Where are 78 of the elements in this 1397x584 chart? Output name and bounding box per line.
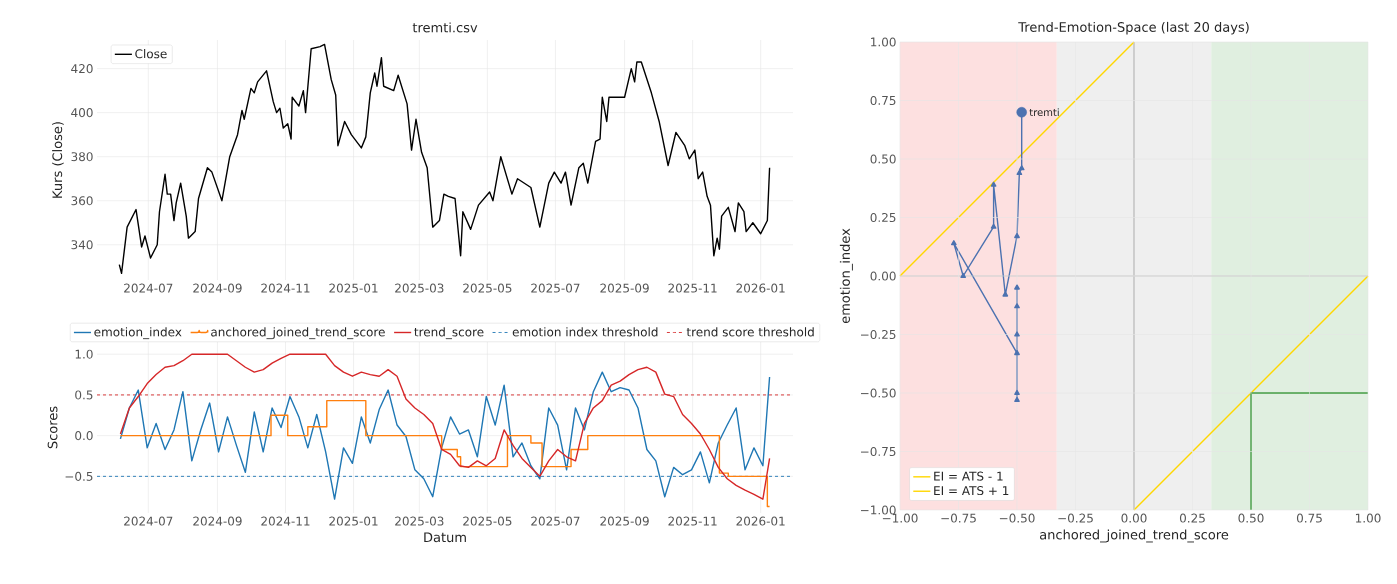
point xyxy=(1002,291,1009,297)
x-tick-label: 0.25 xyxy=(1179,513,1205,523)
point xyxy=(950,240,957,246)
point xyxy=(1014,396,1020,402)
x-tick-label: −1.00 xyxy=(882,513,918,523)
x-tick-label: 2025-09 xyxy=(600,516,649,526)
x-tick-label: 0.00 xyxy=(1121,513,1147,523)
x-tick-label: 2024-09 xyxy=(193,516,242,526)
x-tick-label: 2025-11 xyxy=(668,283,717,293)
point xyxy=(1014,284,1020,290)
x-tick-label: 2025-07 xyxy=(531,283,580,293)
x-tick-label: 2025-05 xyxy=(463,283,512,293)
y-tick-label: 0.0 xyxy=(75,431,93,441)
x-axis-title: Datum xyxy=(424,532,466,543)
x-tick-label: 2024-09 xyxy=(193,283,242,293)
y-tick-label: −1.00 xyxy=(860,505,896,515)
x-axis-title: anchored_joined_trend_score xyxy=(1040,529,1229,543)
legend-label: emotion index threshold xyxy=(512,327,658,337)
y-tick-label: 400 xyxy=(71,108,93,118)
point xyxy=(1014,350,1020,356)
y-tick-label: 0.50 xyxy=(870,154,896,164)
x-tick-label: 2025-07 xyxy=(531,516,580,526)
point xyxy=(1014,303,1020,309)
legend-label: trend score threshold xyxy=(686,327,814,337)
y-tick-label: 340 xyxy=(71,240,93,250)
x-tick-label: 2025-05 xyxy=(463,516,512,526)
x-tick-label: 2025-09 xyxy=(600,283,649,293)
legend-label: emotion_index xyxy=(94,327,182,340)
legend-label: trend_score xyxy=(414,327,484,340)
point xyxy=(1016,169,1023,175)
x-tick-label: 2025-01 xyxy=(329,283,378,293)
x-tick-label: −0.75 xyxy=(941,513,976,523)
point xyxy=(1014,331,1020,337)
y-tick-label: −0.50 xyxy=(860,388,896,398)
y-tick-label: 0.5 xyxy=(75,390,93,400)
x-tick-label: 2025-11 xyxy=(668,516,717,526)
x-tick-label: 2026-01 xyxy=(736,283,785,293)
point xyxy=(990,223,997,229)
y-tick-label: −0.5 xyxy=(65,471,93,481)
y-tick-label: 360 xyxy=(71,196,93,206)
x-tick-label: 0.50 xyxy=(1238,513,1264,523)
point xyxy=(1018,165,1025,171)
y-tick-label: −0.75 xyxy=(860,446,896,457)
point xyxy=(1014,233,1020,239)
y-tick-label: 1.0 xyxy=(75,349,93,359)
y-tick-label: 0.75 xyxy=(870,95,896,106)
x-tick-label: 2024-07 xyxy=(124,516,173,526)
legend-label: EI = ATS + 1 xyxy=(934,486,1009,496)
point xyxy=(1014,389,1020,395)
x-tick-label: 2026-01 xyxy=(736,516,785,526)
y-tick-label: 420 xyxy=(71,64,93,74)
chart-title: tremti.csv xyxy=(412,22,478,33)
legend-label: Close xyxy=(135,49,167,59)
y-axis-title: emotion_index xyxy=(839,228,853,324)
y-tick-label: −0.25 xyxy=(860,329,896,340)
line-series xyxy=(118,43,771,275)
y-axis-title: Kurs (Close) xyxy=(52,122,64,198)
y-tick-label: 1.00 xyxy=(871,37,896,47)
x-tick-label: 2024-11 xyxy=(261,516,310,526)
x-tick-label: 2025-01 xyxy=(329,516,378,526)
y-tick-label: 380 xyxy=(71,152,93,162)
x-tick-label: −0.50 xyxy=(999,513,1035,523)
series-label: tremti xyxy=(1029,108,1059,117)
y-axis-title: Scores xyxy=(47,406,58,449)
x-tick-label: 2024-07 xyxy=(124,283,173,293)
chart-title: Trend-Emotion-Space (last 20 days) xyxy=(1018,21,1249,35)
point xyxy=(960,272,967,278)
x-tick-label: 2025-03 xyxy=(395,283,444,293)
point xyxy=(990,181,997,187)
x-tick-label: 2024-11 xyxy=(261,283,310,293)
y-tick-label: 0.25 xyxy=(870,212,896,223)
x-tick-label: 1.00 xyxy=(1355,513,1381,523)
y-tick-label: 0.00 xyxy=(870,271,896,281)
legend-label: anchored_joined_trend_score xyxy=(211,327,385,340)
x-tick-label: 2025-03 xyxy=(395,516,444,526)
legend-label: EI = ATS - 1 xyxy=(934,471,1003,481)
x-tick-label: −0.25 xyxy=(1058,513,1093,523)
x-tick-label: 0.75 xyxy=(1296,513,1322,523)
